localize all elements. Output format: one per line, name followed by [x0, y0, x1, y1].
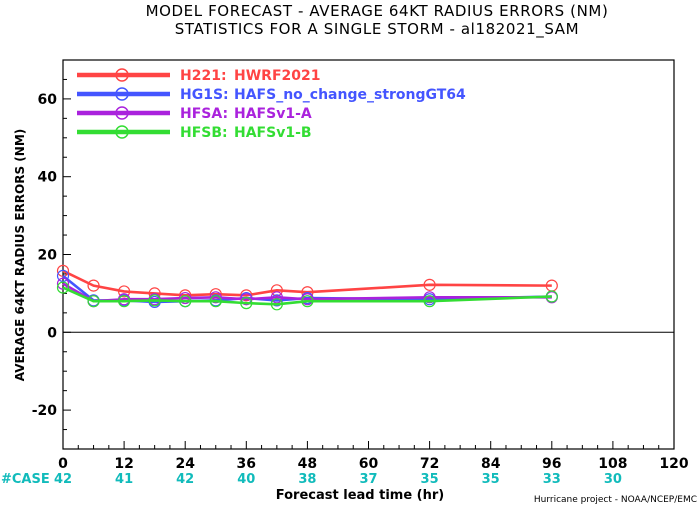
series-point — [270, 291, 283, 304]
series-point — [209, 295, 222, 308]
series-point — [209, 291, 222, 304]
case-count: 41 — [115, 472, 133, 487]
legend-series-name: HG1S: — [180, 87, 229, 103]
case-count: 37 — [359, 472, 377, 487]
series-line — [62, 269, 552, 297]
series-point — [270, 298, 283, 311]
legend-series-name: HFSA: — [180, 106, 228, 122]
series-group — [56, 264, 558, 311]
series-point — [179, 291, 192, 305]
case-count: 33 — [543, 472, 561, 487]
y-tick-label: 60 — [38, 92, 58, 108]
x-tick-label: 48 — [298, 456, 317, 472]
case-count: 35 — [482, 472, 500, 487]
case-row: #CASE 42 41 42 40 38 37 35 35 33 30 — [1, 472, 622, 487]
series-point — [240, 297, 253, 310]
series-point — [423, 291, 436, 304]
plot-frame — [62, 59, 675, 450]
x-tick-label: 36 — [237, 456, 256, 472]
x-tick-label: 120 — [659, 456, 688, 472]
y-tick-label: 0 — [47, 325, 57, 341]
y-tick-label: -20 — [32, 403, 58, 419]
series-point — [56, 277, 70, 290]
legend: H221: HWRF2021 HG1S: HAFS_no_change_strongG… — [77, 68, 466, 141]
x-tick-label: 84 — [481, 456, 501, 472]
series-line — [62, 286, 552, 306]
legend-swatch-marker — [115, 106, 129, 120]
legend-swatch-marker — [115, 87, 129, 101]
x-tick-label: 60 — [359, 456, 379, 472]
legend-swatch-marker — [115, 68, 129, 82]
x-axis-label: Forecast lead time (hr) — [276, 488, 444, 503]
x-tick-label: 108 — [598, 456, 627, 472]
legend-series-label: HWRF2021 — [234, 68, 320, 84]
chart-subtitle: STATISTICS FOR A SINGLE STORM - al182021… — [175, 20, 579, 39]
series-point — [117, 285, 131, 298]
credit-text: Hurricane project - NOAA/NCEP/EMC — [534, 495, 697, 505]
x-tick-label: 72 — [420, 456, 439, 472]
series-point — [56, 269, 70, 282]
y-tick-label: 40 — [38, 170, 58, 186]
legend-series-name: H221: — [180, 68, 227, 84]
series-point — [301, 295, 314, 308]
x-tick-label: 12 — [114, 456, 133, 472]
series-point — [240, 293, 253, 306]
series-point — [270, 284, 283, 297]
case-count: 35 — [421, 472, 439, 487]
series-point — [179, 295, 192, 308]
y-axis-label: AVERAGE 64KT RADIUS ERRORS (NM) — [13, 129, 27, 381]
x-axis: 0 12 24 36 48 60 72 84 96 108 120 — [58, 441, 689, 472]
series-point — [56, 281, 70, 294]
legend-series-label: HAFSv1-B — [234, 125, 312, 141]
case-count: 30 — [604, 472, 622, 487]
case-count: 38 — [298, 472, 316, 487]
legend-series-label: HAFS_no_change_strongGT64 — [234, 87, 466, 103]
series-point — [423, 295, 436, 308]
legend-swatch-marker — [115, 125, 129, 139]
series-point — [117, 295, 131, 308]
series-point — [545, 290, 558, 303]
x-tick-label: 0 — [58, 456, 68, 472]
case-label: #CASE — [1, 472, 50, 487]
chart-title: MODEL FORECAST - AVERAGE 64KT RADIUS ERR… — [146, 2, 609, 20]
series-point — [87, 295, 100, 308]
y-tick-label: 20 — [38, 248, 58, 264]
legend-series-label: HAFSv1-A — [234, 106, 312, 122]
case-count: 42 — [54, 472, 72, 487]
y-axis: -20 0 20 40 60 — [32, 59, 71, 450]
series-point — [270, 294, 283, 307]
x-tick-label: 24 — [175, 456, 195, 472]
legend-series-name: HFSB: — [180, 125, 228, 141]
x-tick-label: 96 — [542, 456, 561, 472]
case-count: 40 — [237, 472, 255, 487]
series-point — [240, 289, 253, 302]
case-count: 42 — [176, 472, 194, 487]
series-point — [423, 278, 436, 291]
series-point — [87, 279, 100, 292]
series-point — [148, 294, 161, 307]
